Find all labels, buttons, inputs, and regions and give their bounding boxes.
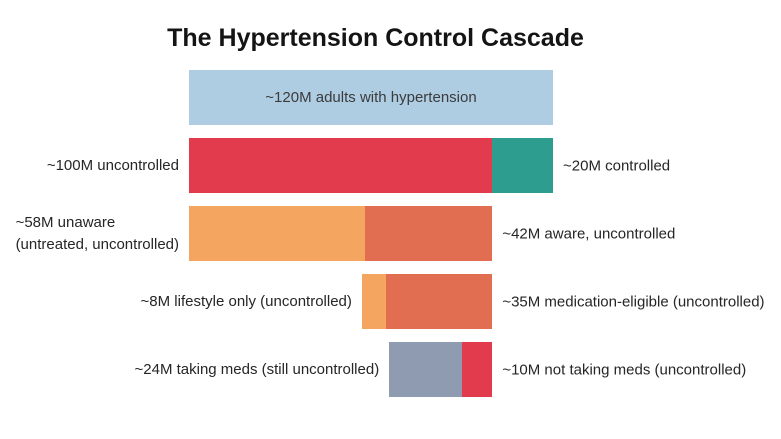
bar-right-label: ~42M aware, uncontrolled [502, 225, 676, 242]
bar-row: ~8M lifestyle only (uncontrolled) ~35M me… [0, 274, 781, 329]
bar-row: ~58M unaware (untreated, uncontrolled) ~4… [0, 206, 781, 261]
stacked-bar [361, 274, 493, 329]
segment-medication-eligible-uncontrolled [386, 274, 493, 329]
stacked-bar [189, 138, 553, 193]
segment-lifestyle-only-uncontrolled [361, 274, 387, 329]
bar-left-label: ~8M lifestyle only (uncontrolled) [140, 292, 352, 310]
bar-right-label: ~35M medication-eligible (uncontrolled) [502, 293, 765, 310]
chart-title: The Hypertension Control Cascade [167, 24, 584, 52]
segment-uncontrolled [189, 138, 493, 193]
bar-right-label: ~20M controlled [563, 157, 671, 174]
stacked-bar [389, 342, 493, 397]
bar-inside-label: ~120M adults with hypertension [265, 89, 477, 106]
stacked-bar: ~120M adults with hypertension [189, 70, 553, 125]
segment-adults-with-hypertension [189, 70, 553, 125]
bar-left-label: ~100M uncontrolled [46, 156, 179, 174]
segment-aware-uncontrolled [364, 206, 493, 261]
bar-row: ~100M uncontrolled ~20M controlled [0, 138, 781, 193]
segment-taking-meds-still-uncontrolled [389, 342, 462, 397]
stacked-bar [189, 206, 493, 261]
segment-controlled [492, 138, 553, 193]
segment-not-taking-meds-uncontrolled [461, 342, 493, 397]
bar-right-label: ~10M not taking meds (uncontrolled) [502, 361, 747, 378]
bar-left-label: ~24M taking meds (still uncontrolled) [134, 360, 380, 378]
bar-row: ~120M adults with hypertension [0, 70, 781, 125]
bar-left-label: ~58M unaware (untreated, uncontrolled) [15, 213, 179, 253]
segment-unaware-untreated-uncontrolled [189, 206, 365, 261]
bar-row: ~24M taking meds (still uncontrolled) ~10… [0, 342, 781, 397]
